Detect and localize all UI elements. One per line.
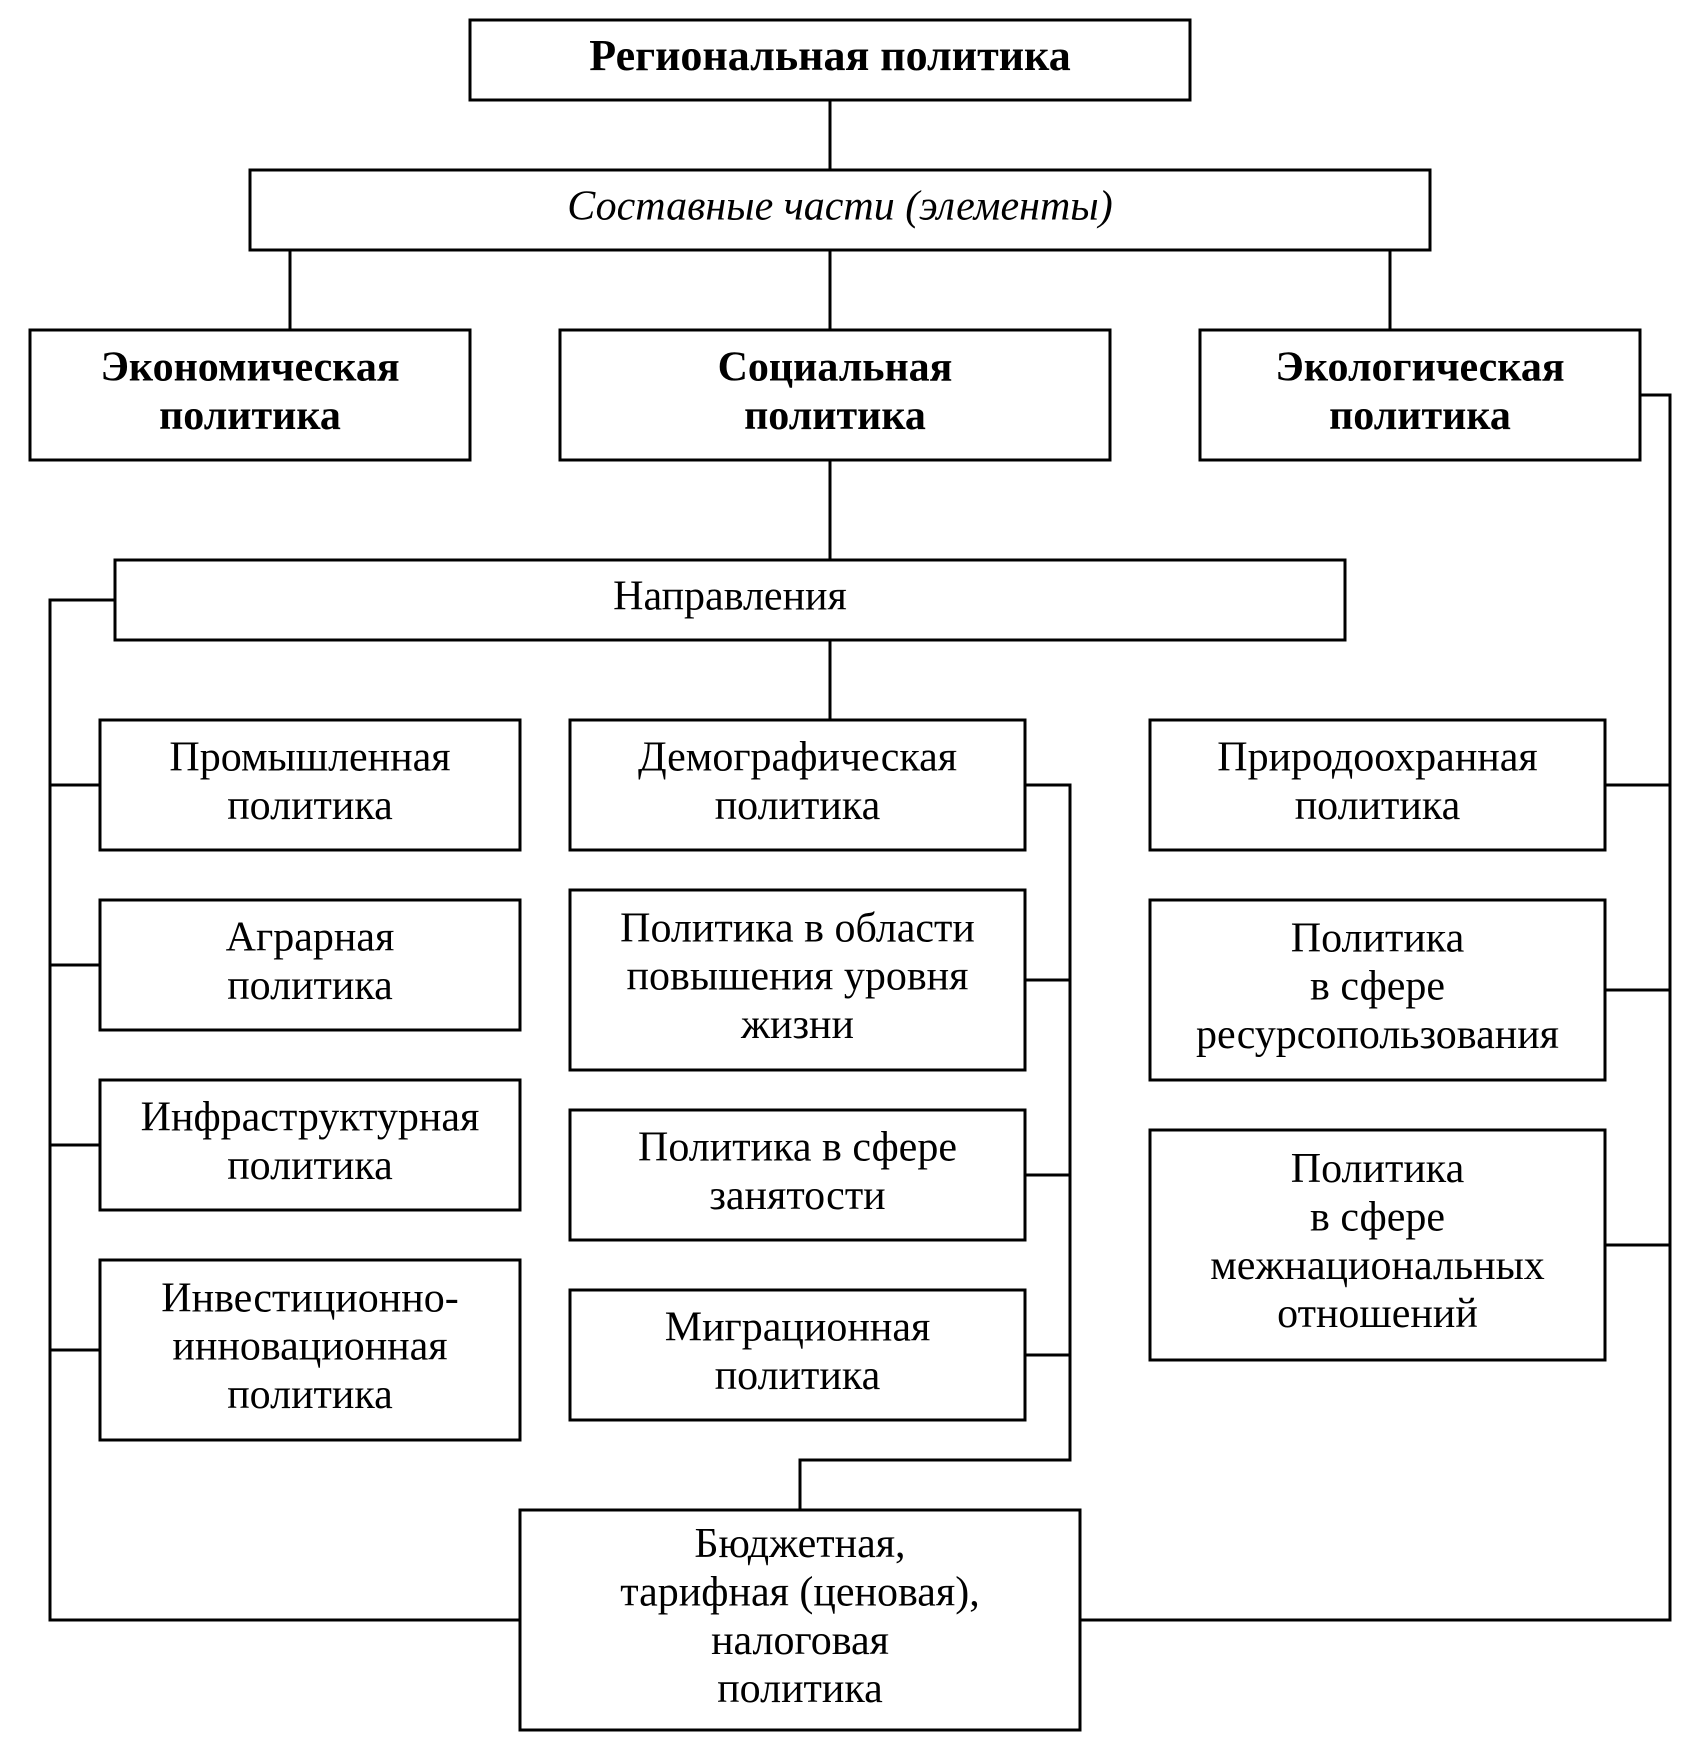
node-label: Направления: [613, 574, 847, 620]
node-label: Региональная политика: [589, 31, 1070, 80]
node-budget: Бюджетная,тарифная (ценовая),налоговаяпо…: [520, 1510, 1080, 1730]
node-label: политика: [227, 1143, 393, 1189]
node-label: занятости: [709, 1173, 885, 1219]
node-label: в сфере: [1310, 964, 1445, 1010]
node-resource: Политикав сферересурсопользования: [1150, 900, 1605, 1080]
node-label: в сфере: [1310, 1194, 1445, 1240]
node-label: ресурсопользования: [1196, 1012, 1559, 1058]
node-label: политика: [1295, 783, 1461, 829]
node-label: Политика в области: [620, 905, 975, 951]
node-label: политика: [227, 1372, 393, 1418]
node-env: Природоохраннаяполитика: [1150, 720, 1605, 850]
node-label: политика: [1329, 393, 1511, 439]
node-label: политика: [717, 1666, 883, 1712]
node-label: политика: [159, 393, 341, 439]
node-label: межнациональных: [1210, 1243, 1545, 1289]
node-label: Демографическая: [638, 734, 957, 780]
node-label: политика: [227, 963, 393, 1009]
node-label: тарифная (ценовая),: [620, 1569, 979, 1615]
node-label: Политика в сфере: [638, 1124, 957, 1170]
node-eco: Экологическаяполитика: [1200, 330, 1640, 460]
node-label: Бюджетная,: [694, 1521, 905, 1567]
node-infra: Инфраструктурнаяполитика: [100, 1080, 520, 1210]
node-label: Политика: [1291, 1146, 1465, 1192]
node-econ: Экономическаяполитика: [30, 330, 470, 460]
node-label: Социальная: [718, 344, 953, 390]
node-label: инновационная: [172, 1324, 447, 1370]
node-label: Природоохранная: [1217, 734, 1537, 780]
node-components: Составные части (элементы): [250, 170, 1430, 250]
node-demo: Демографическаяполитика: [570, 720, 1025, 850]
node-directions: Направления: [115, 560, 1345, 640]
node-social: Социальнаяполитика: [560, 330, 1110, 460]
node-label: налоговая: [711, 1618, 889, 1664]
node-label: повышения уровня: [627, 954, 969, 1000]
node-ind: Промышленнаяполитика: [100, 720, 520, 850]
node-agr: Аграрнаяполитика: [100, 900, 520, 1030]
regional-policy-diagram: Региональная политика Составные части (эл…: [0, 0, 1689, 1751]
node-label: политика: [227, 783, 393, 829]
node-label: жизни: [740, 1002, 854, 1048]
node-label: Политика: [1291, 915, 1465, 961]
node-living: Политика в областиповышения уровняжизни: [570, 890, 1025, 1070]
node-label: Инвестиционно-: [161, 1275, 458, 1321]
node-label: Составные части (элементы): [567, 184, 1112, 230]
node-label: Аграрная: [226, 914, 395, 960]
node-employ: Политика в сферезанятости: [570, 1110, 1025, 1240]
node-label: отношений: [1277, 1291, 1478, 1337]
node-invest: Инвестиционно-инновационнаяполитика: [100, 1260, 520, 1440]
node-label: Инфраструктурная: [141, 1094, 480, 1140]
node-label: Экологическая: [1275, 344, 1564, 390]
node-label: Миграционная: [665, 1304, 931, 1350]
node-ethnic: Политикав сферемежнациональныхотношений: [1150, 1130, 1605, 1360]
node-migr: Миграционнаяполитика: [570, 1290, 1025, 1420]
node-label: Промышленная: [169, 734, 450, 780]
node-label: политика: [715, 783, 881, 829]
node-label: политика: [715, 1353, 881, 1399]
nodes: Региональная политика Составные части (эл…: [30, 20, 1640, 1730]
node-root: Региональная политика: [470, 20, 1190, 100]
node-label: политика: [744, 393, 926, 439]
node-label: Экономическая: [100, 344, 399, 390]
